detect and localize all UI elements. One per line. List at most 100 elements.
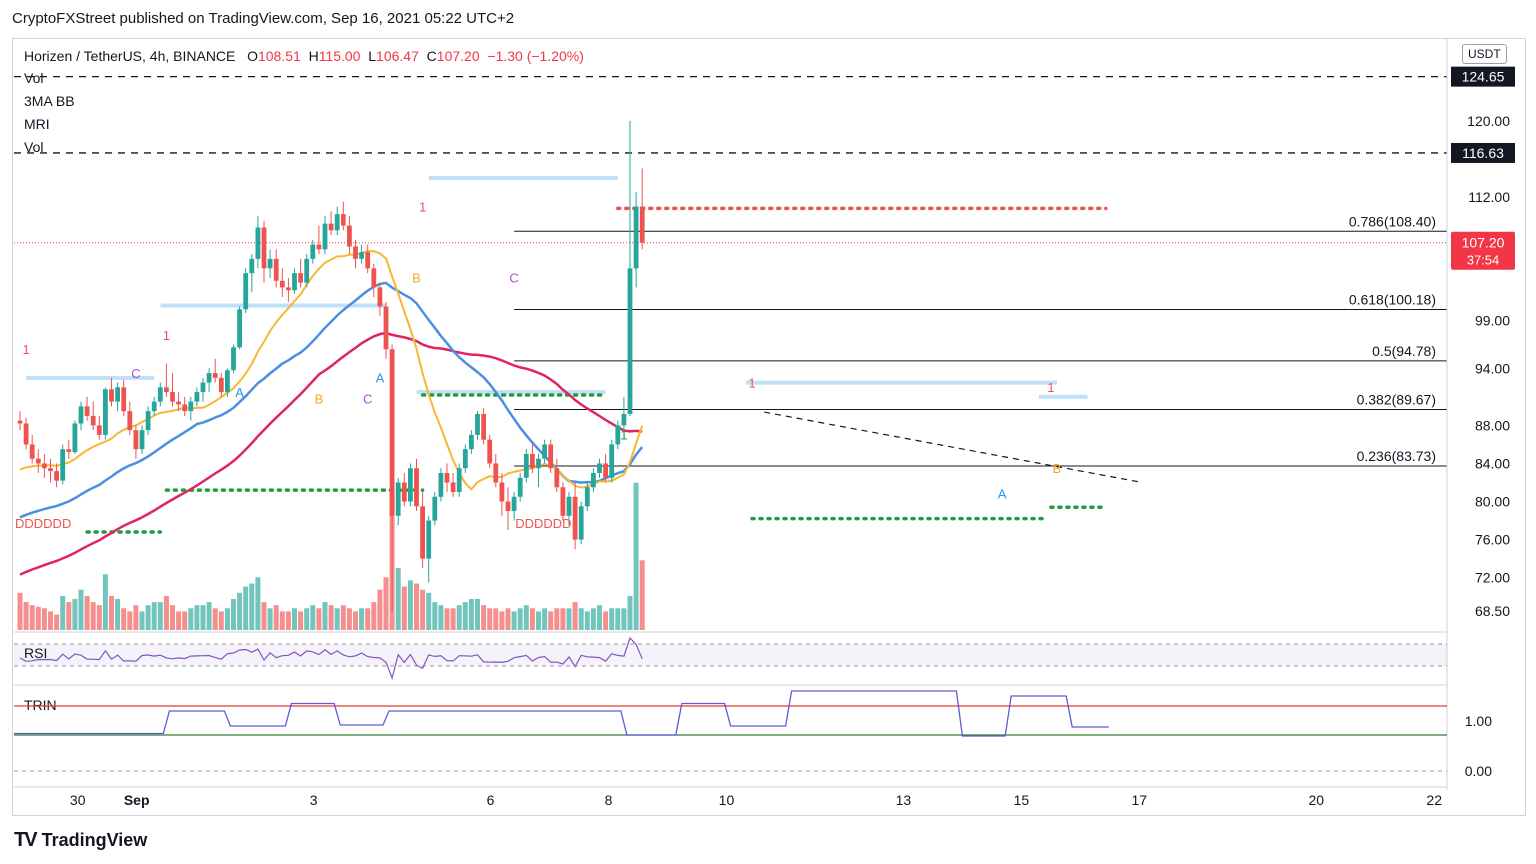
- candle-body: [103, 389, 108, 435]
- candle-body: [109, 389, 114, 402]
- candle-body: [60, 449, 66, 481]
- candle-body: [157, 387, 163, 402]
- volume-bar: [279, 611, 285, 630]
- signal-mark: 1: [1047, 380, 1054, 395]
- signal-mark: A: [998, 487, 1007, 502]
- ma-mid-line: [19, 281, 644, 519]
- candle-body: [517, 477, 523, 497]
- level-tag-label-0: 124.65: [1462, 69, 1505, 85]
- trin-tick-label: 0.00: [1465, 763, 1492, 779]
- tradingview-footer[interactable]: TV TradingView: [14, 829, 147, 852]
- x-tick-label: 13: [896, 792, 912, 808]
- fibonacci-layer: 0.786(108.40) 0.618(100.18) 0.5(94.78) 0.38…: [514, 213, 1447, 484]
- volume-bar: [432, 602, 438, 630]
- volume-bar: [639, 560, 645, 630]
- candle-body: [115, 387, 120, 402]
- candles-layer: [17, 120, 645, 611]
- volume-bar: [499, 611, 505, 630]
- last-price-tag: [1451, 231, 1515, 270]
- volume-bar: [609, 608, 615, 630]
- volume-bar: [243, 586, 249, 630]
- candle-body: [499, 482, 505, 502]
- low-value: 106.47: [376, 48, 419, 64]
- volume-bar: [231, 599, 236, 630]
- open-label: O: [247, 48, 258, 64]
- currency-button[interactable]: USDT: [1462, 44, 1507, 64]
- indicator-vol[interactable]: Vol: [24, 70, 44, 86]
- volume-bar: [115, 599, 121, 630]
- candle-body: [145, 411, 151, 431]
- candle-body: [493, 463, 499, 483]
- indicator-mri[interactable]: MRI: [24, 116, 50, 132]
- volume-bar: [517, 608, 523, 630]
- candle-body: [334, 214, 340, 231]
- candle-body: [395, 482, 401, 516]
- chart-frame[interactable]: [12, 38, 1526, 816]
- signal-mark: A: [235, 385, 244, 400]
- volume-bar: [90, 602, 96, 630]
- indicator-vol-2[interactable]: Vol: [24, 139, 44, 155]
- candle-body: [359, 252, 364, 259]
- volume-bar: [194, 605, 200, 630]
- volume-bar: [560, 608, 566, 630]
- candle-body: [29, 444, 35, 459]
- volume-bar: [438, 605, 444, 630]
- trin-line: [14, 690, 1109, 737]
- rsi-label: RSI: [24, 645, 47, 661]
- volume-bar: [426, 592, 432, 630]
- y-tick-label: 68.50: [1475, 603, 1510, 619]
- volume-bar: [414, 583, 419, 630]
- candle-body: [261, 227, 267, 269]
- candle-body: [96, 425, 102, 435]
- change-value: −1.30 (−1.20%): [487, 48, 584, 64]
- volume-bar: [176, 611, 182, 630]
- grid-layer: [14, 75, 1447, 244]
- volume-bar: [133, 605, 139, 630]
- candle-body: [365, 252, 371, 269]
- candle-body: [420, 506, 425, 559]
- candle-body: [72, 423, 78, 453]
- candle-body: [347, 225, 352, 247]
- candle-body: [127, 411, 133, 431]
- candle-body: [249, 258, 255, 274]
- candle-body: [328, 223, 334, 231]
- candle-body: [462, 449, 468, 469]
- candle-body: [389, 349, 395, 516]
- candle-body: [450, 482, 456, 493]
- candle-body: [432, 496, 438, 521]
- x-tick-label: 6: [487, 792, 495, 808]
- volume-bar: [109, 595, 114, 630]
- candle-body: [414, 468, 419, 507]
- candle-body: [304, 258, 310, 283]
- candle-body: [121, 387, 127, 412]
- volume-bar: [505, 608, 511, 630]
- candle-body: [530, 453, 535, 469]
- volume-bar: [590, 608, 596, 630]
- candle-body: [322, 223, 328, 250]
- indicator-3ma-bb[interactable]: 3MA BB: [24, 93, 75, 109]
- volume-bar: [462, 602, 468, 630]
- volume-bar: [328, 605, 334, 630]
- volume-bar: [529, 608, 535, 630]
- volume-bar: [444, 608, 450, 630]
- candle-body: [243, 273, 249, 310]
- symbol-legend[interactable]: Horizen / TetherUS, 4h, BINANCE O108.51 …: [24, 48, 584, 64]
- volume-bar: [334, 608, 340, 630]
- volume-bar: [163, 595, 169, 630]
- candle-body: [286, 287, 291, 291]
- signal-mark: C: [131, 366, 140, 381]
- candle-body: [310, 244, 316, 259]
- y-tick-label: 88.00: [1475, 417, 1510, 433]
- volume-bar: [365, 608, 371, 630]
- y-tick-label: 72.00: [1475, 570, 1510, 586]
- candle-body: [426, 520, 432, 559]
- volume-bar: [41, 608, 47, 630]
- volume-bar: [157, 602, 163, 630]
- volume-bar: [468, 599, 474, 630]
- x-tick-label: 3: [310, 792, 318, 808]
- fib-label-0: 0.786(108.40): [1349, 213, 1436, 229]
- candle-body: [225, 370, 230, 393]
- candle-body: [133, 430, 139, 450]
